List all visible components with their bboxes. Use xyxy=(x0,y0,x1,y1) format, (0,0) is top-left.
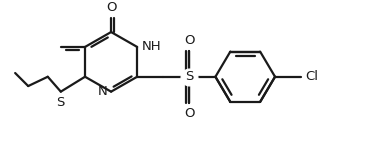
Text: S: S xyxy=(185,70,194,83)
Text: S: S xyxy=(57,96,65,109)
Text: O: O xyxy=(184,107,195,120)
Text: O: O xyxy=(184,34,195,47)
Text: O: O xyxy=(106,1,116,14)
Text: N: N xyxy=(98,85,107,98)
Text: Cl: Cl xyxy=(305,70,318,83)
Text: NH: NH xyxy=(142,40,161,53)
